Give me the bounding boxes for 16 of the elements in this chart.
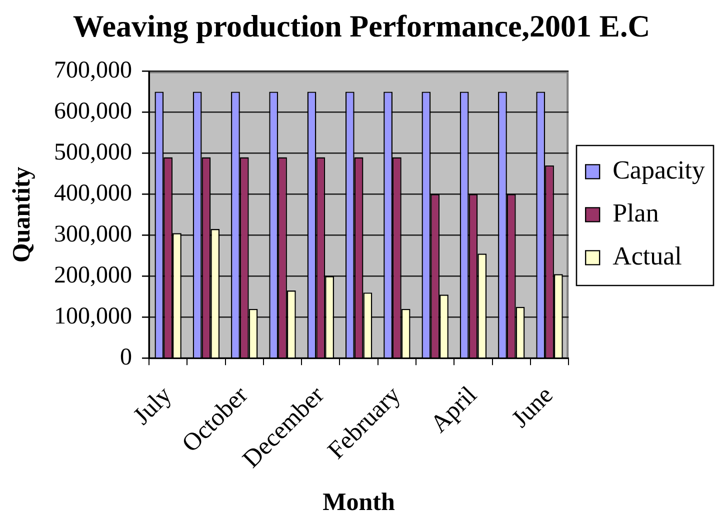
x-tick-label: June: [506, 382, 558, 434]
legend-label: Actual: [612, 242, 682, 271]
y-axis-title: Quantity: [8, 166, 36, 263]
y-tick-label: 100,000: [54, 303, 132, 330]
x-axis-title: Month: [322, 488, 396, 516]
y-tick-label: 600,000: [54, 98, 132, 124]
legend-label: Plan: [612, 198, 659, 228]
chart-title: Weaving production Performance,2001 E.C: [72, 8, 650, 44]
legend-label: Capacity: [612, 156, 706, 185]
y-tick-label: 400,000: [54, 180, 132, 206]
y-tick-label: 500,000: [54, 139, 132, 166]
y-tick-label: 700,000: [54, 57, 132, 84]
y-tick-label: 300,000: [54, 221, 132, 248]
y-tick-label: 0: [120, 344, 132, 370]
x-tick-label: July: [128, 381, 178, 430]
y-tick-label: 200,000: [54, 262, 132, 288]
